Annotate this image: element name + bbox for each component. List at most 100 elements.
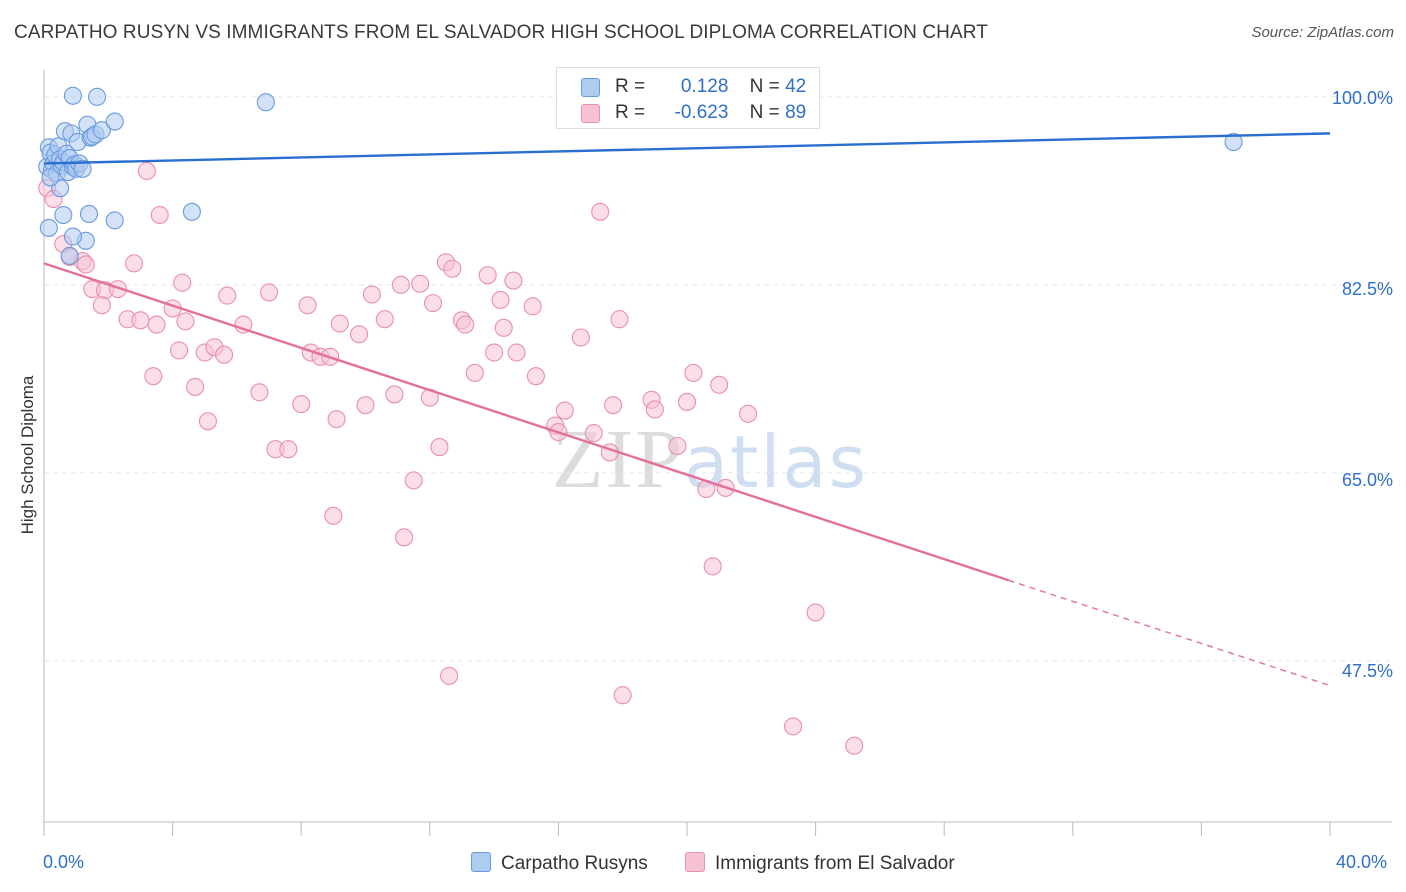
trend-line (43, 262, 1009, 582)
data-point (234, 315, 253, 334)
data-point (395, 528, 414, 547)
data-point (591, 202, 610, 221)
legend-item-carpatho: Carpatho Rusyns (471, 852, 648, 875)
data-point (350, 325, 369, 344)
data-point (845, 736, 864, 755)
data-point (806, 603, 825, 622)
data-point (404, 471, 423, 490)
legend-row-carpatho: R = 0.128 N = 42 (557, 75, 819, 101)
data-point (523, 297, 542, 316)
r-value: -0.623 (674, 102, 729, 123)
data-point (356, 396, 375, 415)
data-point (63, 86, 82, 105)
data-point (362, 285, 381, 304)
legend-stats-el-salvador: R = -0.623 N = 89 (615, 102, 806, 124)
series-carpatho-points (38, 86, 1243, 265)
data-point (198, 412, 218, 431)
legend-item-el-salvador: Immigrants from El Salvador (685, 852, 955, 875)
data-point (76, 255, 95, 274)
data-point (613, 686, 632, 705)
legend-swatch-pink (685, 852, 705, 872)
legend-label: Carpatho Rusyns (501, 853, 648, 874)
r-value: 0.128 (680, 76, 729, 97)
x-tick-label-max: 40.0% (1336, 852, 1388, 872)
data-point (391, 275, 410, 294)
data-point (443, 259, 462, 278)
data-point (256, 93, 275, 112)
watermark-zip: ZIP (552, 413, 684, 506)
data-point (571, 328, 590, 347)
data-point (186, 377, 205, 396)
data-point (555, 401, 574, 420)
data-point (375, 310, 394, 329)
data-point (1224, 132, 1243, 152)
data-point (739, 404, 758, 423)
data-point (214, 345, 234, 364)
legend-swatch-pink (581, 104, 600, 123)
data-point (584, 424, 603, 443)
zipatlas-watermark: ZIPatlas (552, 410, 868, 508)
data-point (298, 296, 317, 315)
n-value: 42 (785, 76, 807, 97)
y-tick-label: 65.0% (1341, 470, 1393, 490)
data-point (92, 121, 111, 140)
data-point (645, 400, 664, 419)
data-point (292, 395, 311, 414)
data-point (173, 273, 192, 292)
data-point (54, 205, 73, 225)
y-tick-label: 47.5% (1341, 661, 1393, 681)
data-point (279, 440, 298, 459)
legend-stats-carpatho: R = 0.128 N = 42 (615, 76, 806, 98)
r-label: R = (615, 102, 646, 123)
legend-row-el-salvador: R = -0.623 N = 89 (557, 101, 819, 127)
correlation-legend: R = 0.128 N = 42 R = -0.623 N = 89 (556, 67, 820, 129)
data-point (108, 280, 127, 299)
data-point (504, 271, 523, 290)
data-point (92, 296, 111, 315)
data-point (784, 717, 803, 736)
data-point (182, 202, 201, 221)
chart-title: CARPATHO RUSYN VS IMMIGRANTS FROM EL SAL… (14, 22, 988, 43)
data-point (330, 314, 349, 333)
x-tick-label-min: 0.0% (43, 852, 85, 872)
data-point (423, 294, 443, 313)
data-point (124, 254, 144, 273)
data-point (491, 290, 510, 309)
data-point (430, 438, 449, 457)
r-label: R = (615, 76, 646, 97)
data-point (604, 396, 623, 415)
data-point (677, 392, 697, 412)
legend-label: Immigrants from El Salvador (715, 853, 955, 874)
legend-swatch-blue (581, 78, 600, 97)
source-credit: Source: ZipAtlas.com (1251, 24, 1394, 41)
data-point (465, 363, 484, 382)
n-value: 89 (785, 102, 807, 123)
data-point (39, 218, 58, 237)
data-point (684, 363, 703, 382)
data-point (703, 557, 722, 576)
data-point (105, 211, 124, 230)
trend-line-extension (1008, 579, 1331, 687)
data-point (60, 246, 79, 265)
axes (43, 70, 1392, 836)
data-point (259, 283, 279, 302)
data-point (478, 266, 497, 285)
y-axis-label: High School Diploma (18, 375, 37, 535)
n-label: N = (749, 76, 780, 97)
data-point (385, 385, 404, 404)
legend-swatch-blue (471, 852, 491, 872)
data-point (137, 161, 156, 181)
data-point (218, 286, 237, 305)
data-point (63, 227, 82, 246)
data-point (411, 274, 430, 293)
data-point (526, 367, 545, 386)
data-point (250, 383, 269, 402)
n-label: N = (749, 102, 780, 123)
data-point (150, 205, 169, 225)
trend-lines (43, 132, 1331, 687)
data-point (169, 341, 189, 360)
y-tick-label: 100.0% (1331, 88, 1393, 108)
data-point (176, 312, 195, 331)
data-point (147, 315, 166, 334)
